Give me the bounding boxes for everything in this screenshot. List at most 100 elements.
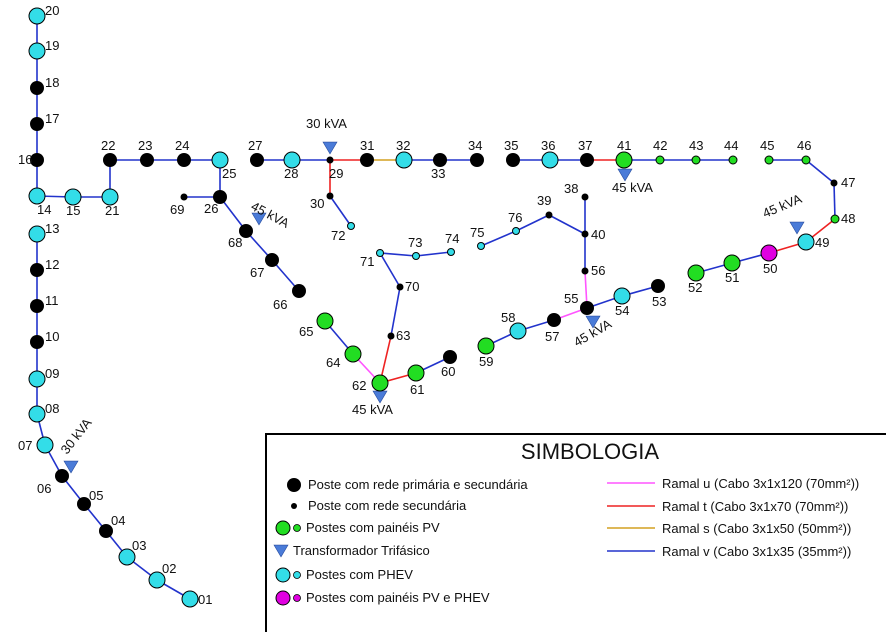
pole-label-70: 70 [405, 279, 419, 294]
legend-pv_phev-marker [275, 590, 291, 606]
cable-v-71-73 [379, 252, 417, 257]
pole-label-14: 14 [37, 202, 51, 217]
pole-label-05: 05 [89, 488, 103, 503]
pole-label-42: 42 [653, 138, 667, 153]
pole-02 [148, 571, 166, 589]
transformer-label: 30 kVA [58, 415, 95, 457]
pole-49 [797, 233, 815, 251]
pole-07 [36, 436, 54, 454]
pole-11 [30, 299, 44, 313]
pole-label-69: 69 [170, 202, 184, 217]
pole-label-47: 47 [841, 175, 855, 190]
pole-label-41: 41 [617, 138, 631, 153]
pole-label-48: 48 [841, 211, 855, 226]
pole-label-62: 62 [352, 378, 366, 393]
pole-label-33: 33 [431, 166, 445, 181]
legend-item-transformer: Transformador Trifásico [273, 543, 430, 558]
pole-label-45: 45 [760, 138, 774, 153]
pole-label-61: 61 [410, 382, 424, 397]
pole-53 [651, 279, 665, 293]
pole-36 [541, 151, 559, 169]
pole-51 [723, 254, 741, 272]
cable-v-26-68 [219, 196, 247, 232]
pole-35 [506, 153, 520, 167]
pole-label-49: 49 [815, 235, 829, 250]
pole-41 [615, 151, 633, 169]
pole-63 [387, 332, 395, 340]
pole-10 [30, 335, 44, 349]
pole-27 [250, 153, 264, 167]
pole-42 [655, 155, 665, 165]
pole-47 [830, 179, 838, 187]
pole-label-20: 20 [45, 3, 59, 18]
cable-v-39-40 [548, 214, 586, 235]
pole-54 [613, 287, 631, 305]
pole-label-44: 44 [724, 138, 738, 153]
cable-v-39-76 [515, 214, 550, 232]
pole-label-38: 38 [564, 181, 578, 196]
pole-58 [509, 322, 527, 340]
pole-label-31: 31 [360, 138, 374, 153]
pole-75 [477, 242, 485, 250]
legend-box [265, 433, 886, 632]
transformer-icon [617, 168, 633, 182]
legend-item-primary: Poste com rede primária e secundária [287, 477, 528, 492]
pole-13 [28, 225, 46, 243]
legend-item-secondary: Poste com rede secundária [291, 498, 467, 513]
transformer-label: 45 kVA [760, 191, 804, 221]
pole-label-09: 09 [45, 366, 59, 381]
legend-phev-small-marker [293, 571, 301, 579]
pole-label-40: 40 [591, 227, 605, 242]
pole-label-15: 15 [66, 203, 80, 218]
pole-60 [443, 350, 457, 364]
pole-label-03: 03 [132, 538, 146, 553]
pole-32 [395, 151, 413, 169]
pole-label-16: 16 [18, 152, 32, 167]
pole-label-64: 64 [326, 355, 340, 370]
pole-label-24: 24 [175, 138, 189, 153]
transformer-label: 45 kVA [249, 198, 292, 231]
pole-64 [344, 345, 362, 363]
pole-38 [581, 193, 589, 201]
legend-item-label: Poste com rede secundária [308, 498, 467, 513]
pole-label-19: 19 [45, 38, 59, 53]
pole-09 [28, 370, 46, 388]
pole-label-10: 10 [45, 329, 59, 344]
pole-label-60: 60 [441, 364, 455, 379]
pole-44 [728, 155, 738, 165]
legend-cable-t: Ramal t (Cabo 3x1x70 (70mm²)) [607, 499, 848, 514]
pole-label-18: 18 [45, 75, 59, 90]
legend-item-label: Poste com rede primária e secundária [308, 477, 528, 492]
legend-cable-label: Ramal u (Cabo 3x1x120 (70mm²)) [662, 476, 859, 491]
pole-29 [326, 156, 334, 164]
pole-label-37: 37 [578, 138, 592, 153]
pole-label-53: 53 [652, 294, 666, 309]
legend-cable-u: Ramal u (Cabo 3x1x120 (70mm²)) [607, 476, 859, 491]
pole-06 [55, 469, 69, 483]
pole-05 [77, 497, 91, 511]
poles: 20 19 18 17 16 14 15 21 22 23 24 25 26 69 68 67 66 13 12 11… [18, 3, 855, 608]
legend-item-pv_phev: Postes com painéis PV e PHEV [275, 590, 490, 606]
pole-43 [691, 155, 701, 165]
pole-12 [30, 263, 44, 277]
pole-04 [99, 524, 113, 538]
pole-48 [830, 214, 840, 224]
pole-label-51: 51 [725, 270, 739, 285]
pole-label-56: 56 [591, 263, 605, 278]
pole-76 [512, 227, 520, 235]
pole-20 [28, 7, 46, 25]
legend-primary-marker [287, 478, 301, 492]
transformer-icon [585, 315, 601, 329]
pole-01 [181, 590, 199, 608]
legend-item-label: Postes com painéis PV [306, 520, 440, 535]
pole-03 [118, 548, 136, 566]
pole-label-29: 29 [329, 166, 343, 181]
legend-phev-marker [275, 567, 291, 583]
pole-label-26: 26 [204, 201, 218, 216]
pole-label-23: 23 [138, 138, 152, 153]
legend-title: SIMBOLOGIA [521, 439, 659, 464]
cable-v-46-47 [805, 159, 835, 184]
pole-46 [801, 155, 811, 165]
legend-item-label: Transformador Trifásico [293, 543, 430, 558]
